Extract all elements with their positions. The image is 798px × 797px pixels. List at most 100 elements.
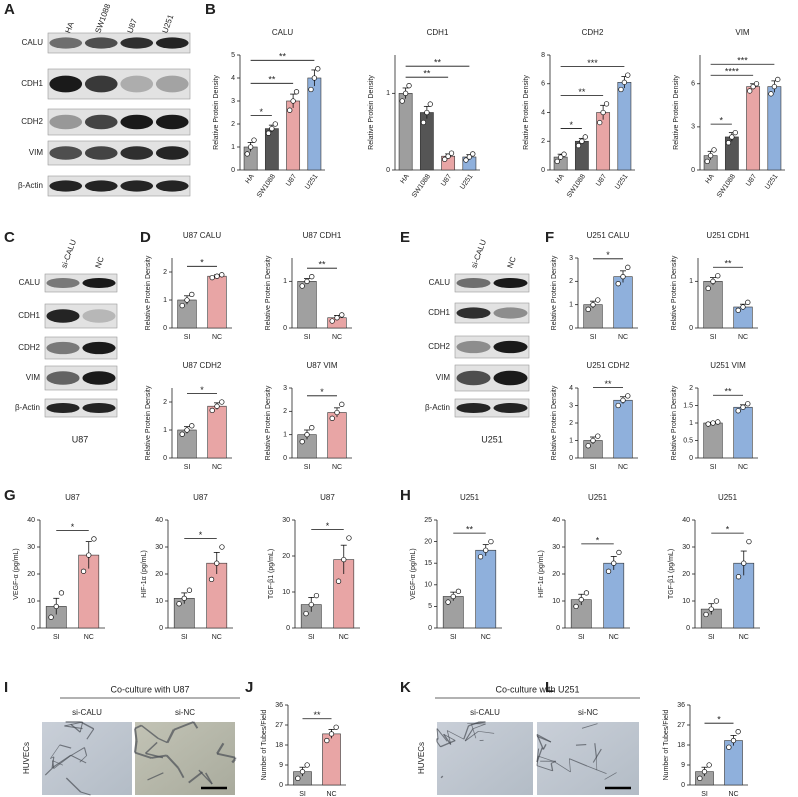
y-tick-label: 0: [689, 325, 693, 332]
y-axis-label: Relative Protein Density: [671, 255, 678, 330]
x-tick-label: NC: [618, 464, 628, 471]
data-point: [309, 274, 315, 280]
bar: [746, 86, 761, 171]
chart-title: U251 CALU: [587, 231, 630, 240]
y-tick-label: 36: [677, 702, 685, 709]
tube: [79, 721, 84, 733]
data-point: [189, 423, 195, 429]
x-tick-label: NC: [212, 464, 222, 471]
significance-label: *: [596, 535, 600, 545]
tube: [173, 721, 194, 731]
y-tick-label: 0: [689, 455, 693, 462]
data-point: [745, 299, 751, 305]
data-point: [214, 403, 220, 409]
chart-title: U87 VIM: [306, 361, 337, 370]
chart-title: U87 CALU: [183, 231, 221, 240]
data-point: [339, 401, 345, 407]
y-tick-label: 0: [386, 167, 390, 174]
x-tick-label: HA: [244, 173, 256, 185]
data-point: [470, 151, 476, 157]
column-label: si-NC: [175, 708, 195, 717]
significance-label: *: [606, 250, 610, 260]
significance-label: ****: [725, 67, 740, 77]
tube: [166, 729, 175, 744]
data-point: [554, 158, 560, 165]
data-point: [450, 593, 456, 600]
y-axis-label: TGF-β1 (pg/mL): [268, 549, 275, 599]
significance-label: *: [326, 521, 330, 531]
y-tick-label: 3: [569, 255, 573, 262]
row-label: VIM: [29, 148, 44, 157]
data-point: [590, 302, 596, 308]
tube: [51, 756, 55, 769]
data-point: [705, 421, 711, 427]
y-tick-label: 36: [275, 702, 283, 709]
significance-label: **: [578, 87, 586, 97]
data-point: [91, 536, 97, 542]
data-point: [176, 601, 182, 607]
data-point: [184, 297, 190, 303]
data-point: [483, 547, 489, 553]
tube: [59, 744, 72, 749]
data-point: [595, 297, 601, 303]
blot-band: [120, 114, 154, 130]
data-point: [427, 101, 433, 107]
data-point: [771, 83, 778, 90]
tube: [536, 735, 552, 743]
data-point: [597, 119, 603, 126]
data-point: [740, 304, 746, 310]
panel-letter: C: [4, 229, 15, 246]
data-point: [701, 769, 708, 775]
data-point: [615, 281, 621, 287]
y-tick-label: 1: [569, 437, 573, 444]
lane-label: SW1088: [93, 2, 112, 34]
y-axis-label: Relative Protein Density: [145, 385, 152, 460]
significance-label: **: [423, 69, 431, 79]
row-label: β-Actin: [15, 403, 40, 412]
row-label: CDH2: [21, 117, 43, 126]
chart-title: U87: [193, 493, 208, 502]
data-point: [304, 432, 310, 438]
blot-band: [155, 114, 189, 130]
y-tick-label: 8: [541, 52, 545, 59]
data-point: [186, 587, 193, 593]
x-tick-label: SW1088: [256, 173, 277, 199]
y-tick-label: 1: [283, 278, 287, 285]
y-axis-label: Relative Protein Density: [671, 385, 678, 460]
significance-label: *: [726, 524, 730, 534]
y-tick-label: 4: [569, 385, 573, 392]
chart-title: U251: [718, 493, 738, 502]
y-tick-label: 2: [541, 138, 545, 145]
blot-band: [84, 180, 118, 192]
tube: [52, 760, 64, 766]
tube: [53, 755, 71, 769]
panel-letter: H: [400, 487, 411, 504]
data-point: [697, 775, 703, 781]
blot-band: [46, 341, 80, 355]
y-tick-label: 6: [691, 81, 695, 88]
data-point: [561, 151, 567, 157]
x-tick-label: SI: [710, 464, 717, 471]
y-tick-label: 18: [275, 742, 283, 749]
row-label: CDH2: [18, 343, 40, 352]
tube: [50, 744, 61, 759]
y-tick-label: 3: [691, 124, 695, 131]
blot-band: [120, 180, 154, 192]
lane-label: HA: [63, 20, 75, 34]
data-point: [775, 76, 781, 83]
chart-title: VIM: [735, 28, 750, 37]
data-point: [735, 729, 741, 735]
data-point: [732, 129, 738, 136]
data-point: [290, 98, 296, 104]
data-point: [583, 590, 590, 596]
significance-label: *: [259, 107, 263, 117]
tube: [604, 772, 617, 780]
y-tick-label: 10: [27, 598, 35, 605]
data-point: [573, 603, 579, 610]
y-tick-label: 40: [155, 517, 163, 524]
data-point: [611, 560, 617, 566]
data-point: [208, 576, 215, 583]
x-tick-label: U251: [764, 173, 779, 191]
data-point: [304, 762, 310, 768]
